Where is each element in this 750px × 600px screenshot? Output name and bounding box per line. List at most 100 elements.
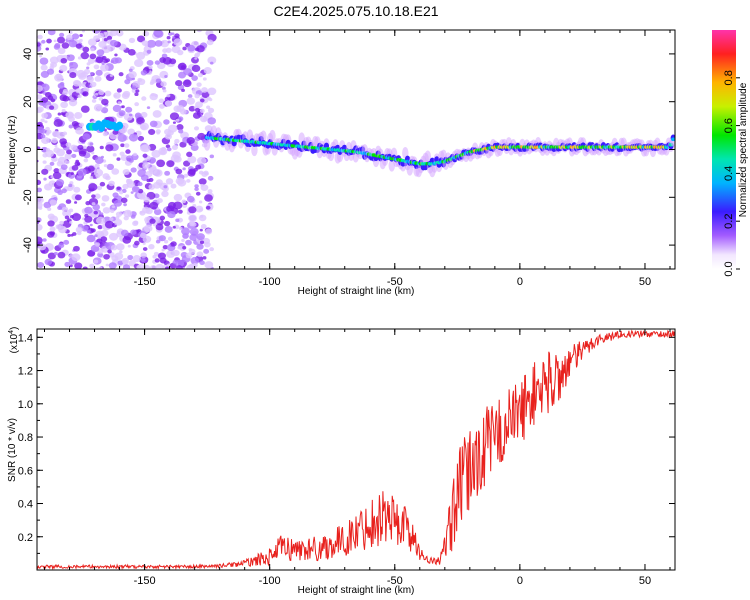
- spectrogram-noise-speck: [49, 231, 56, 236]
- spectrogram-noise-speck: [169, 58, 177, 65]
- spectrogram-noise-speck: [158, 235, 166, 242]
- spectrogram-noise-speck: [167, 236, 173, 241]
- spectrogram-noise-speck: [119, 151, 125, 157]
- spectrogram-noise-speck: [198, 178, 207, 185]
- spectrogram-noise-speck: [106, 163, 115, 170]
- spectrogram-noise-speck: [174, 33, 180, 39]
- snr-y-ticks: 0.2 0.4 0.6 0.8 1.0 1.2 1.4: [18, 332, 675, 554]
- spectrogram-noise-speck: [163, 119, 170, 125]
- spectrogram-noise-speck: [75, 159, 80, 163]
- spectrogram-noise-speck: [173, 155, 182, 163]
- spectrogram-noise-speck: [99, 181, 106, 187]
- spectrogram-noise-speck: [47, 30, 56, 36]
- colorbar: 0.0 0.2 0.4 0.6 0.8 Normalized spectral ampl…: [712, 30, 749, 277]
- spectrogram-noise-speck: [127, 49, 136, 56]
- spectrogram-noise-speck: [120, 143, 125, 148]
- snr-y-tick-label: 0.2: [18, 532, 33, 544]
- spectrogram-noise-speck: [189, 220, 194, 225]
- spectrogram-noise-speck: [106, 35, 113, 41]
- spectrogram-noise-speck: [123, 203, 127, 207]
- spectrogram-noise-speck: [177, 62, 187, 71]
- spectrogram-noise-speck: [125, 155, 134, 162]
- spectrogram-noise-speck: [155, 223, 164, 231]
- spectrogram-noise-speck: [186, 179, 191, 183]
- spectrogram-noise-speck: [109, 209, 115, 214]
- spectrogram-noise-speck: [122, 264, 131, 269]
- spectrogram-noise-speck: [141, 40, 149, 46]
- spectrogram-noise-speck: [207, 56, 217, 65]
- spectrogram-noise-speck: [121, 105, 125, 109]
- spectrogram-noise-speck: [154, 60, 160, 65]
- colorbar-tick-label: 0.6: [723, 118, 735, 133]
- spectrogram-y-tick-label: -20: [22, 189, 34, 205]
- spectrogram-noise-speck: [76, 231, 82, 236]
- spectrogram-noise-speck: [55, 178, 65, 186]
- spectrogram-noise-speck: [171, 144, 178, 151]
- spectrogram-noise-speck: [69, 264, 73, 268]
- spectrogram-noise-speck: [156, 131, 160, 135]
- spectrogram-noise-speck: [62, 90, 68, 96]
- spectrogram-noise-speck: [98, 96, 104, 101]
- spectrogram-noise-speck: [165, 47, 172, 53]
- spectrogram-noise-speck: [71, 153, 77, 159]
- spectrogram-noise-speck: [64, 215, 70, 220]
- spectrogram-noise-speck: [80, 105, 90, 113]
- spectrogram-noise-speck: [116, 88, 122, 93]
- spectrogram-noise-speck: [148, 166, 158, 175]
- spectrogram-noise-speck: [59, 64, 68, 72]
- spectrogram-noise-speck: [167, 210, 176, 219]
- spectrogram-noise-speck: [202, 256, 207, 260]
- figure-title: C2E4.2025.075.10.18.E21: [273, 3, 438, 19]
- spectrogram-noise-speck: [182, 46, 187, 51]
- spectrogram-noise-speck: [126, 180, 135, 189]
- spectrogram-noise-speck: [196, 30, 203, 33]
- spectrogram-noise-speck: [66, 54, 75, 62]
- spectrogram-noise-speck: [94, 75, 102, 82]
- spectrogram-noise-speck: [93, 259, 99, 264]
- snr-x-tick-label: 0: [517, 575, 523, 587]
- spectrogram-noise-speck: [125, 106, 133, 113]
- spectrogram-noise-speck: [89, 142, 94, 146]
- spectrogram-noise-speck: [143, 196, 150, 203]
- spectrogram-noise-speck: [45, 47, 50, 51]
- spectrogram-noise-speck: [94, 234, 98, 238]
- spectrogram-noise-speck: [172, 225, 176, 229]
- spectrogram-noise-speck: [148, 244, 155, 250]
- spectrogram-noise-speck: [200, 184, 209, 191]
- spectrogram-noise-speck: [166, 94, 171, 98]
- spectrogram-noise-speck: [155, 263, 164, 269]
- spectrogram-noise-speck: [82, 145, 87, 150]
- spectrogram-panel: C2E4.2025.075.10.18.E21 -150 -100 -50 0 50 -…: [7, 3, 676, 297]
- spectrogram-noise-speck: [164, 75, 168, 78]
- spectrogram-noise-speck: [173, 38, 183, 47]
- spectrogram-noise-speck: [73, 186, 81, 193]
- spectrogram-noise-speck: [187, 195, 195, 203]
- spectrogram-noise-speck: [90, 244, 100, 253]
- spectrogram-noise-speck: [116, 243, 125, 251]
- spectrogram-noise-speck: [75, 43, 82, 49]
- spectrogram-noise-speck: [70, 233, 74, 237]
- spectrogram-noise-speck: [40, 64, 48, 71]
- spectrogram-noise-speck: [148, 177, 154, 182]
- spectrogram-noise-speck: [122, 236, 132, 244]
- spectrogram-noise-speck: [108, 262, 117, 269]
- spectrogram-noise-speck: [198, 214, 207, 222]
- spectrogram-noise-speck: [200, 224, 207, 230]
- spectrogram-noise-speck: [77, 56, 82, 60]
- spectrogram-noise-speck: [87, 57, 96, 64]
- spectrogram-noise-speck: [199, 260, 205, 266]
- spectrogram-y-tick-label: -40: [22, 237, 34, 253]
- spectrogram-noise-speck: [187, 44, 196, 52]
- spectrogram-noise-speck: [193, 126, 200, 131]
- spectrogram-noise-speck: [49, 199, 57, 206]
- spectrogram-noise-speck: [170, 183, 177, 189]
- spectrogram-noise-speck: [81, 30, 85, 33]
- spectrogram-noise-speck: [146, 39, 157, 48]
- spectrogram-noise-speck: [181, 199, 187, 204]
- spectrogram-noise-speck: [169, 112, 180, 121]
- spectrogram-noise-speck: [76, 69, 86, 78]
- spectrogram-noise-speck: [101, 98, 109, 106]
- spectrogram-noise-speck: [73, 245, 80, 252]
- spectrogram-noise-speck: [127, 255, 134, 261]
- spectrogram-noise-speck: [155, 179, 163, 186]
